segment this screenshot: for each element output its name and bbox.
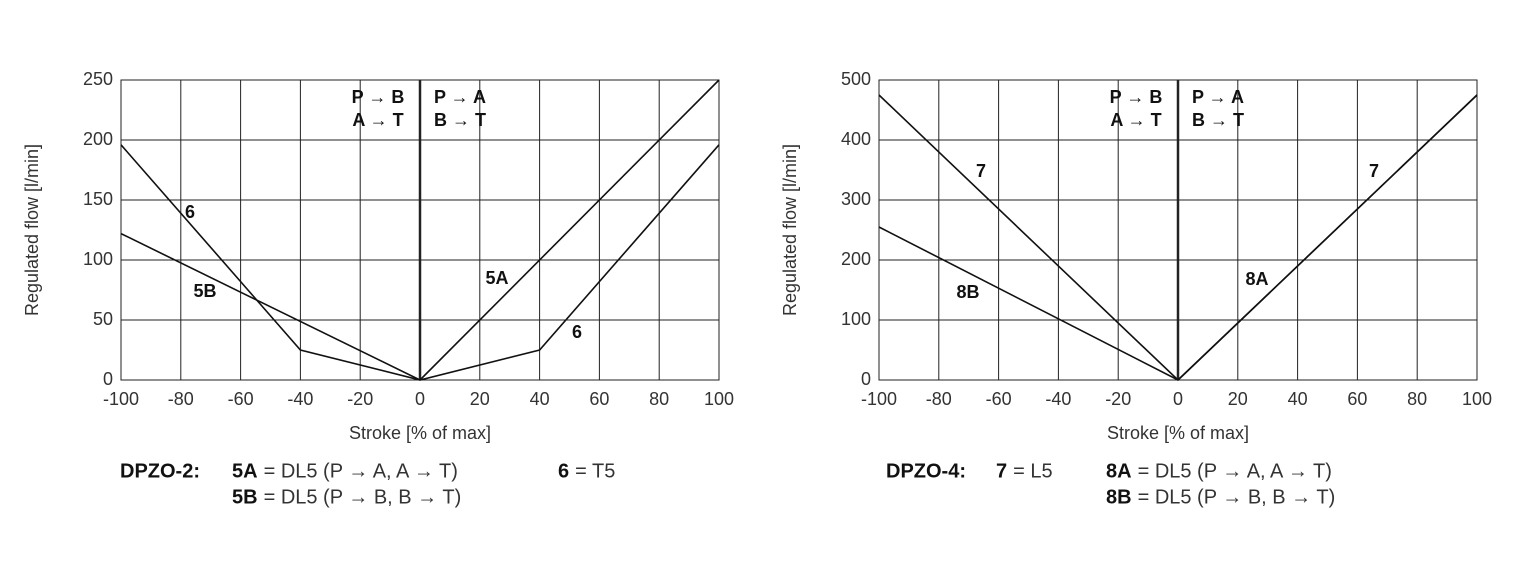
x-tick-label: -60 [986,389,1012,409]
line-label: 7 [976,161,986,181]
x-tick-label: 0 [415,389,425,409]
x-axis-label: Stroke [% of max] [349,423,491,443]
x-tick-label: -20 [1105,389,1131,409]
x-tick-label: 100 [704,389,734,409]
y-tick-label: 0 [861,369,871,389]
x-tick-label: -80 [926,389,952,409]
y-tick-label: 150 [83,189,113,209]
legend-text: = DL5 (P → A, A → T) [1138,460,1332,482]
flow-direction: A → T [1110,110,1161,130]
x-tick-label: 60 [589,389,609,409]
x-axis-label: Stroke [% of max] [1107,423,1249,443]
x-tick-label: -60 [228,389,254,409]
caption: DPZO-2: [120,460,200,482]
x-tick-label: 60 [1347,389,1367,409]
y-axis-label: Regulated flow [l/min] [780,144,800,316]
flow-line [120,232,421,381]
x-tick-label: -40 [1045,389,1071,409]
y-tick-label: 250 [83,69,113,89]
x-tick-label: 40 [530,389,550,409]
legend-key: 5B [232,486,258,508]
flow-direction: B → T [1192,110,1244,130]
x-tick-label: 20 [1228,389,1248,409]
line-label: 6 [572,322,582,342]
flow-direction: P → A [1192,87,1244,107]
flow-direction: P → B [352,87,405,107]
y-tick-label: 0 [103,369,113,389]
y-tick-label: 200 [83,129,113,149]
x-tick-label: -100 [861,389,897,409]
x-tick-label: -80 [168,389,194,409]
x-tick-label: -20 [347,389,373,409]
flow-direction: B → T [434,110,486,130]
x-tick-label: 80 [649,389,669,409]
legend-key: 7 [996,460,1007,482]
x-tick-label: 40 [1288,389,1308,409]
legend-key: 6 [558,460,569,482]
y-tick-label: 300 [841,189,871,209]
y-tick-label: 200 [841,249,871,269]
y-tick-label: 100 [841,309,871,329]
flow-line [419,79,720,381]
y-tick-label: 100 [83,249,113,269]
flow-direction: A → T [352,110,403,130]
line-label: 7 [1369,161,1379,181]
flow-line [120,144,720,381]
x-tick-label: 100 [1462,389,1492,409]
x-tick-label: -100 [103,389,139,409]
x-tick-label: 0 [1173,389,1183,409]
x-tick-label: -40 [287,389,313,409]
legend-text: = DL5 (P → A, A → T) [264,460,458,482]
y-tick-label: 500 [841,69,871,89]
x-tick-label: 80 [1407,389,1427,409]
legend-key: 8A [1106,460,1132,482]
line-label: 8B [956,282,979,302]
x-tick-label: 20 [470,389,490,409]
line-label: 8A [1245,269,1268,289]
legend-text: = DL5 (P → B, B → T) [264,486,462,508]
flow-line [1177,94,1478,381]
y-tick-label: 50 [93,309,113,329]
legend-key: 5A [232,460,258,482]
legend-key: 8B [1106,486,1132,508]
line-label: 5A [485,268,508,288]
line-label: 5B [193,281,216,301]
legend-text: = L5 [1013,460,1052,482]
flow-direction: P → B [1110,87,1163,107]
y-tick-label: 400 [841,129,871,149]
y-axis-label: Regulated flow [l/min] [22,144,42,316]
legend-text: = T5 [575,460,615,482]
flow-direction: P → A [434,87,486,107]
legend-text: = DL5 (P → B, B → T) [1138,486,1336,508]
line-label: 6 [185,202,195,222]
caption: DPZO-4: [886,460,966,482]
flow-line [878,226,1179,381]
